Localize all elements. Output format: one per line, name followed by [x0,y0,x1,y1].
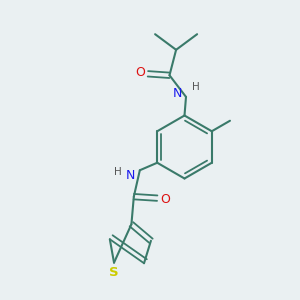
Text: N: N [125,169,135,182]
Text: N: N [173,87,182,100]
Text: O: O [160,193,170,206]
Text: O: O [136,66,145,79]
Text: H: H [192,82,200,92]
Text: S: S [109,266,118,279]
Text: H: H [114,167,122,177]
